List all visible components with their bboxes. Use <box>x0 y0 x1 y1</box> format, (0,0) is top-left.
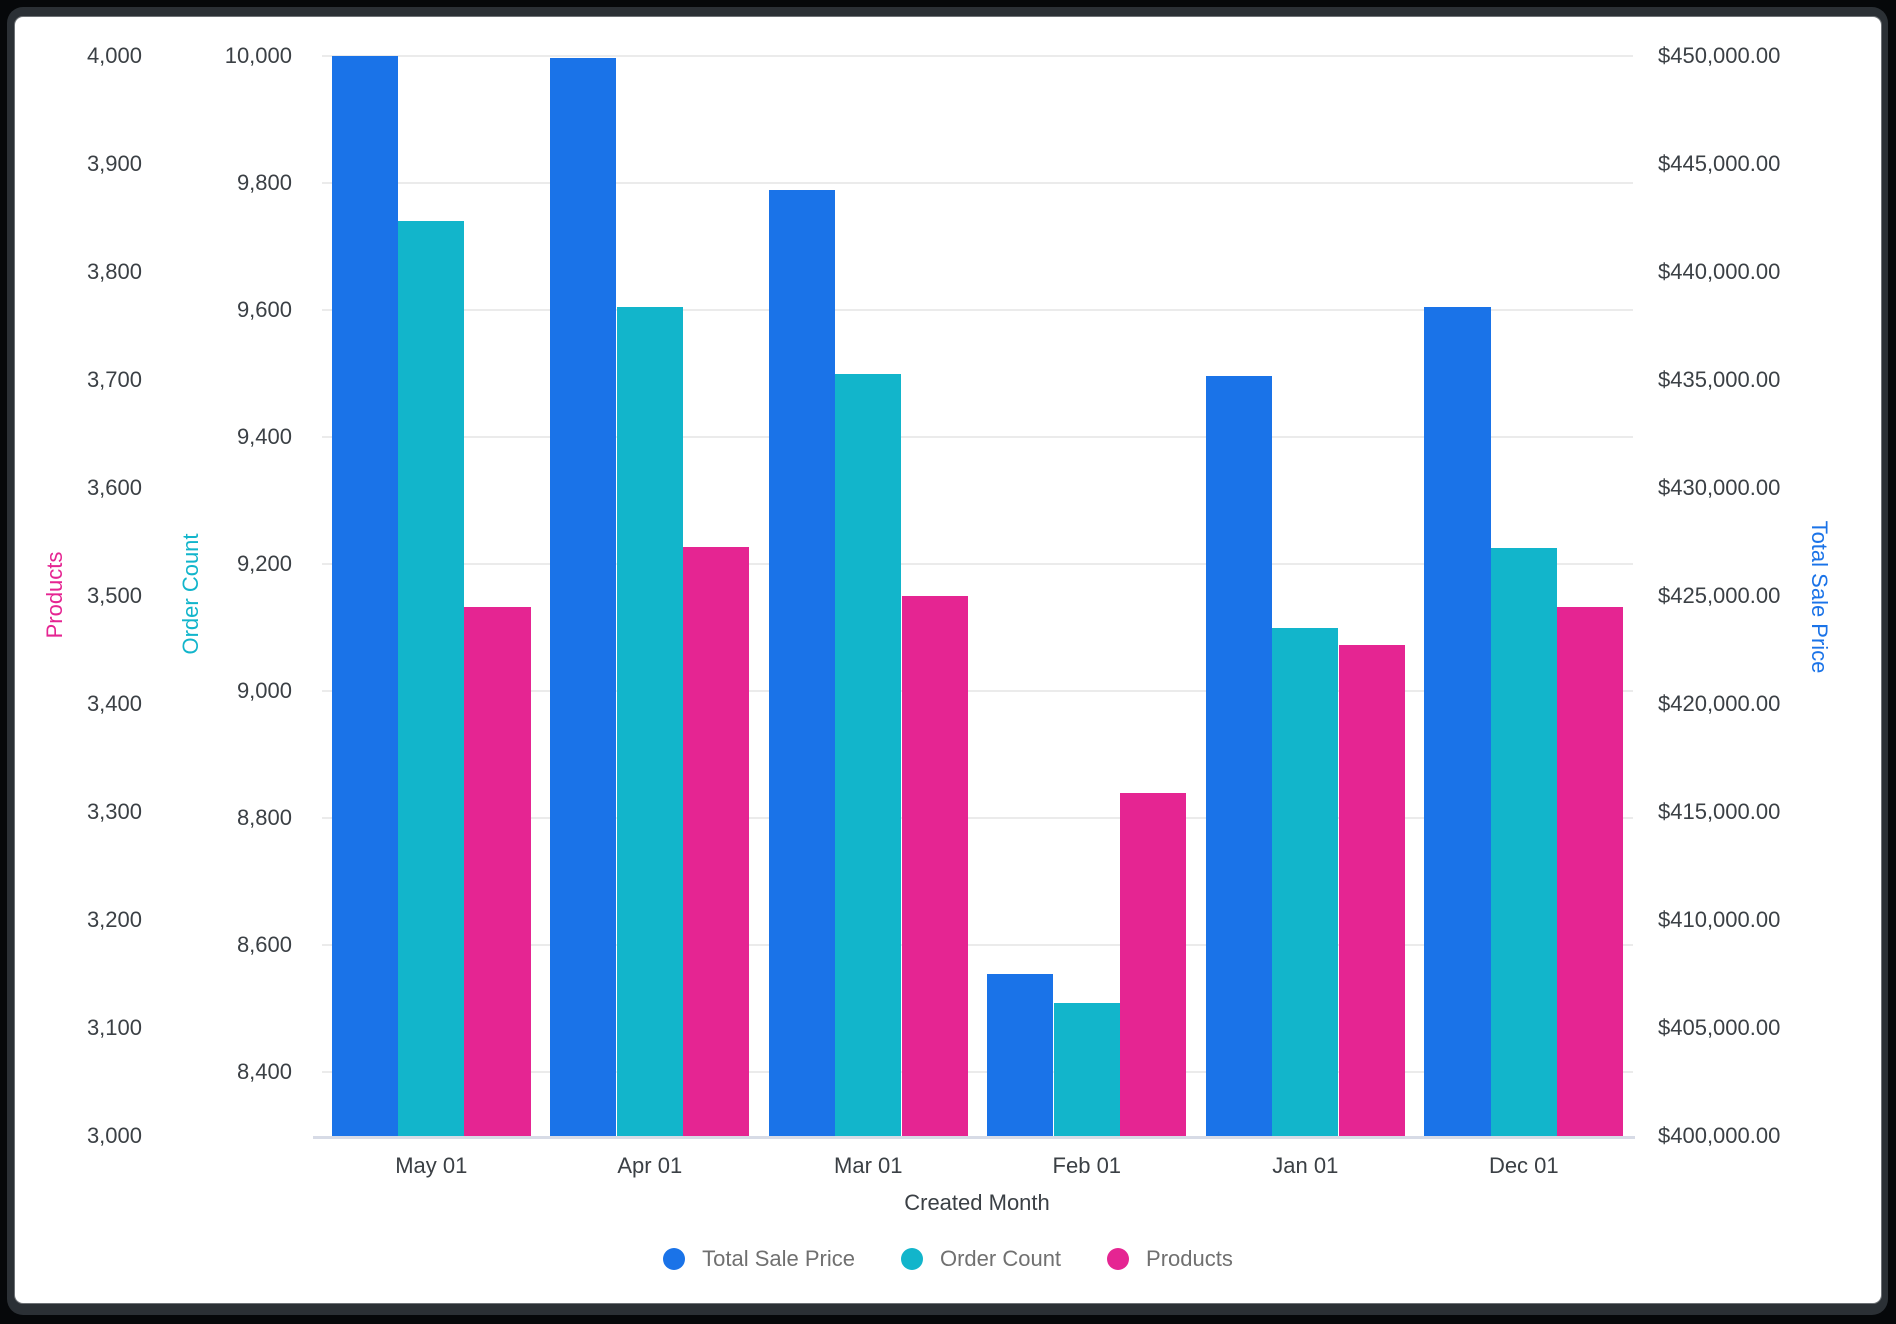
order-count-tick: 9,000 <box>236 678 292 704</box>
products-tick: 3,800 <box>86 259 142 284</box>
grid-line <box>322 55 1633 57</box>
order-count-tick: 9,400 <box>236 424 292 450</box>
bar-products-may-01[interactable] <box>464 606 531 1136</box>
total-sale-price-tick: $435,000.00 <box>1658 367 1781 392</box>
total-sale-price-axis-title: Total Sale Price <box>1807 520 1832 674</box>
legend-color-dot-order-count <box>900 1248 923 1270</box>
products-tick: 3,400 <box>86 691 142 716</box>
products-tick: 3,000 <box>86 1123 142 1148</box>
total-sale-price-tick: $420,000.00 <box>1658 691 1781 716</box>
grid-line <box>322 563 1633 566</box>
grid-line <box>322 944 1633 947</box>
legend-color-dot-total-sale-price <box>663 1248 686 1270</box>
x-tick-may-01: May 01 <box>395 1153 468 1178</box>
x-tick-feb-01: Feb 01 <box>1052 1153 1122 1178</box>
bar-total-sale-price-feb-01[interactable] <box>987 974 1054 1136</box>
grid-line <box>322 817 1633 820</box>
bar-products-apr-01[interactable] <box>683 547 750 1136</box>
x-tick-jan-01: Jan 01 <box>1272 1153 1339 1178</box>
legend-item-products[interactable]: Products <box>1107 1246 1233 1272</box>
bar-order-count-may-01[interactable] <box>398 221 465 1136</box>
order-count-axis-title: Order Count <box>178 533 203 655</box>
bar-order-count-feb-01[interactable] <box>1053 1002 1120 1136</box>
total-sale-price-tick: $415,000.00 <box>1658 799 1781 824</box>
grid-line <box>322 436 1633 439</box>
total-sale-price-tick: $400,000.00 <box>1658 1123 1781 1148</box>
bar-products-feb-01[interactable] <box>1120 792 1187 1136</box>
total-sale-price-tick: $405,000.00 <box>1658 1015 1781 1040</box>
bar-products-dec-01[interactable] <box>1557 606 1624 1136</box>
x-tick-dec-01: Dec 01 <box>1488 1153 1559 1178</box>
products-tick: 3,300 <box>86 799 142 824</box>
total-sale-price-tick: $445,000.00 <box>1658 151 1781 176</box>
bar-order-count-jan-01[interactable] <box>1272 627 1339 1136</box>
grid-line <box>322 182 1633 185</box>
bar-total-sale-price-may-01[interactable] <box>331 56 398 1136</box>
total-sale-price-tick: $425,000.00 <box>1658 583 1781 608</box>
x-axis-title: Created Month <box>904 1190 1050 1215</box>
x-axis-baseline <box>313 1136 1635 1139</box>
legend-label: Total Sale Price <box>702 1246 855 1271</box>
legend: Total Sale Price Order Count Products <box>0 1246 1896 1272</box>
bar-products-jan-01[interactable] <box>1338 644 1405 1136</box>
order-count-tick: 9,600 <box>236 297 292 323</box>
order-count-tick: 8,400 <box>236 1059 292 1085</box>
products-tick: 3,500 <box>86 583 142 608</box>
products-tick: 3,200 <box>86 907 142 932</box>
grid-line <box>322 1071 1633 1074</box>
bar-order-count-dec-01[interactable] <box>1490 548 1557 1136</box>
bar-total-sale-price-mar-01[interactable] <box>768 189 835 1136</box>
legend-color-dot-products <box>1107 1248 1130 1270</box>
total-sale-price-tick: $410,000.00 <box>1658 907 1781 932</box>
bar-total-sale-price-jan-01[interactable] <box>1205 375 1273 1136</box>
grid-line <box>322 690 1633 693</box>
products-tick: 3,900 <box>86 151 142 176</box>
order-count-tick: 9,200 <box>236 551 292 577</box>
x-tick-apr-01: Apr 01 <box>617 1153 683 1178</box>
total-sale-price-tick: $440,000.00 <box>1658 259 1781 284</box>
x-tick-mar-01: Mar 01 <box>834 1153 903 1178</box>
order-count-tick: 9,800 <box>236 170 292 196</box>
products-tick: 3,100 <box>86 1015 142 1040</box>
products-tick: 3,700 <box>86 367 142 392</box>
products-tick: 4,000 <box>86 43 142 68</box>
grid-line <box>322 309 1633 312</box>
order-count-tick: 10,000 <box>224 43 292 68</box>
bar-order-count-apr-01[interactable] <box>616 306 683 1136</box>
order-count-tick: 8,800 <box>236 805 292 831</box>
products-axis-title: Products <box>42 551 67 639</box>
bar-order-count-mar-01[interactable] <box>835 373 902 1136</box>
total-sale-price-tick: $450,000.00 <box>1658 43 1781 68</box>
bar-total-sale-price-dec-01[interactable] <box>1424 306 1491 1136</box>
legend-item-order-count[interactable]: Order Count <box>900 1246 1062 1272</box>
legend-item-total-sale-price[interactable]: Total Sale Price <box>663 1246 855 1272</box>
products-tick: 3,600 <box>86 475 142 500</box>
legend-label: Products <box>1146 1246 1233 1271</box>
bar-products-mar-01[interactable] <box>901 596 968 1136</box>
order-count-tick: 8,600 <box>236 932 292 958</box>
legend-label: Order Count <box>939 1246 1062 1271</box>
total-sale-price-tick: $430,000.00 <box>1658 475 1781 500</box>
bar-total-sale-price-apr-01[interactable] <box>550 58 617 1136</box>
